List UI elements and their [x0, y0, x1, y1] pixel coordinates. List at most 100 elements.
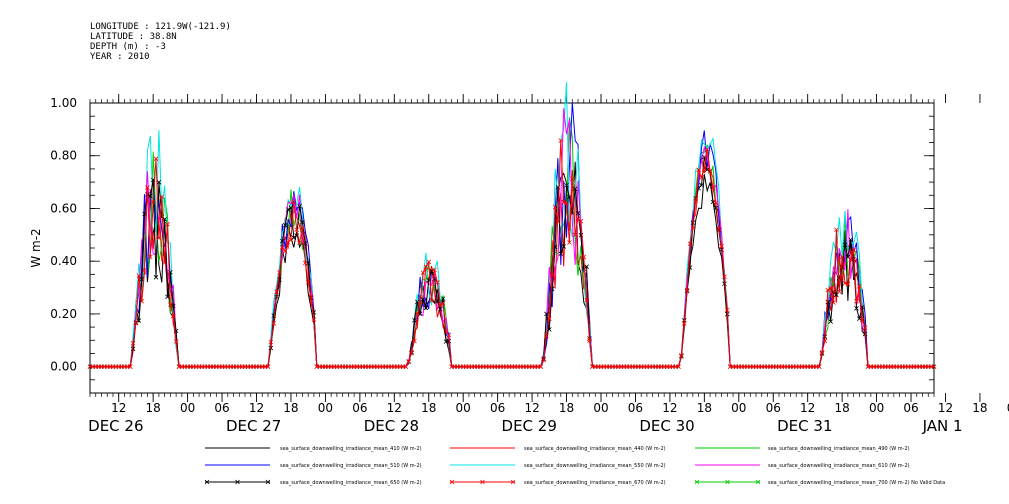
data-point-marker — [288, 237, 294, 243]
data-point-marker — [282, 248, 288, 254]
x-tick-label: 06 — [903, 401, 918, 415]
data-point-marker — [564, 201, 569, 206]
data-point-marker — [435, 280, 440, 285]
data-point-marker — [854, 299, 859, 304]
data-point-marker — [153, 275, 159, 280]
series-line — [90, 161, 934, 368]
data-point-marker — [414, 311, 420, 316]
data-point-marker — [148, 254, 153, 260]
data-point-marker — [297, 203, 302, 209]
legend-marker — [449, 479, 455, 485]
data-point-marker — [142, 267, 147, 273]
data-point-marker — [822, 338, 828, 344]
depth-text: DEPTH (m) : -3 — [90, 42, 166, 52]
data-point-marker — [142, 211, 147, 217]
data-point-marker — [156, 235, 162, 241]
data-point-marker — [834, 227, 839, 233]
data-point-marker — [435, 298, 440, 304]
x-tick-label: 12 — [111, 401, 126, 415]
series-line — [90, 156, 934, 368]
data-point-marker — [690, 220, 696, 226]
legend-marker — [510, 479, 516, 485]
x-tick-label: 18 — [834, 401, 849, 415]
data-point-marker — [707, 168, 713, 174]
y-axis-label: W m-2 — [29, 228, 43, 267]
data-point-marker — [704, 147, 710, 152]
data-point-marker — [294, 227, 299, 232]
x-day-label: DEC 30 — [639, 417, 694, 435]
longitude-text: LONGITUDE : 121.9W(-121.9) — [90, 22, 231, 32]
legend-marker — [694, 479, 700, 485]
x-tick-label: 18 — [283, 401, 298, 415]
data-point-marker — [285, 207, 291, 212]
data-point-marker — [567, 194, 572, 200]
data-point-marker — [280, 245, 285, 250]
data-point-marker — [570, 176, 575, 182]
x-tick-label: 06 — [766, 401, 781, 415]
data-point-marker — [440, 300, 446, 306]
data-point-marker — [271, 313, 277, 318]
data-point-marker — [150, 199, 156, 205]
data-point-marker — [170, 303, 176, 309]
data-point-marker — [541, 357, 546, 363]
x-tick-label: 18 — [972, 401, 987, 415]
data-point-marker — [725, 307, 730, 313]
legend-marker — [755, 479, 761, 485]
data-point-marker — [268, 345, 274, 351]
data-point-marker — [836, 289, 842, 294]
data-point-marker — [828, 319, 833, 324]
data-point-marker — [538, 364, 543, 369]
data-point-marker — [561, 244, 566, 249]
data-point-marker — [857, 316, 862, 321]
x-day-label: DEC 29 — [502, 417, 557, 435]
legend-label: sea_surface_downwelling_irradiance_mean_… — [768, 463, 910, 469]
data-point-marker — [862, 325, 868, 330]
data-point-marker — [148, 193, 153, 199]
data-point-marker — [265, 364, 271, 369]
legend: sea_surface_downwelling_irradiance_mean_… — [204, 446, 945, 486]
data-point-marker — [277, 270, 282, 275]
x-tick-label: 18 — [559, 401, 574, 415]
data-point-marker — [417, 302, 423, 307]
data-point-marker — [845, 281, 851, 287]
x-tick-label: 00 — [593, 401, 608, 415]
data-point-marker — [681, 321, 687, 326]
data-point-marker — [403, 364, 409, 369]
data-point-marker — [443, 328, 449, 334]
x-tick-label: 00 — [456, 401, 471, 415]
x-tick-label: 12 — [800, 401, 815, 415]
data-point-marker — [280, 238, 285, 244]
data-point-marker — [828, 285, 833, 291]
x-tick-label: 00 — [869, 401, 884, 415]
legend-label: sea_surface_downwelling_irradiance_mean_… — [280, 463, 422, 469]
data-point-marker — [139, 298, 144, 304]
data-point-marker — [684, 287, 690, 293]
x-tick-label: 18 — [421, 401, 436, 415]
data-point-marker — [291, 199, 297, 204]
data-point-marker — [676, 364, 681, 369]
data-point-marker — [561, 199, 566, 205]
legend-label: sea_surface_downwelling_irradiance_mean_… — [524, 480, 666, 486]
x-tick-label: 00 — [731, 401, 746, 415]
data-point-marker — [857, 284, 862, 289]
series-line — [90, 140, 934, 368]
metadata-header: LONGITUDE : 121.9W(-121.9) LATITUDE : 38… — [90, 22, 231, 62]
x-day-label: JAN 1 — [922, 417, 963, 435]
data-point-marker — [831, 300, 836, 305]
data-point-marker — [145, 185, 150, 190]
latitude-text: LATITUDE : 38.8N — [90, 32, 177, 42]
data-point-marker — [432, 267, 437, 273]
data-point-marker — [547, 316, 552, 321]
data-point-marker — [412, 317, 417, 323]
data-point-marker — [578, 218, 584, 224]
data-point-marker — [305, 280, 311, 285]
data-point-marker — [288, 205, 294, 211]
x-day-label: DEC 31 — [777, 417, 832, 435]
data-point-marker — [567, 240, 572, 245]
data-point-marker — [153, 156, 159, 161]
x-tick-label: 12 — [938, 401, 953, 415]
y-tick-label: 0.00 — [50, 360, 77, 374]
data-point-marker — [291, 235, 297, 240]
data-point-marker — [165, 221, 170, 227]
data-point-marker — [429, 268, 434, 274]
